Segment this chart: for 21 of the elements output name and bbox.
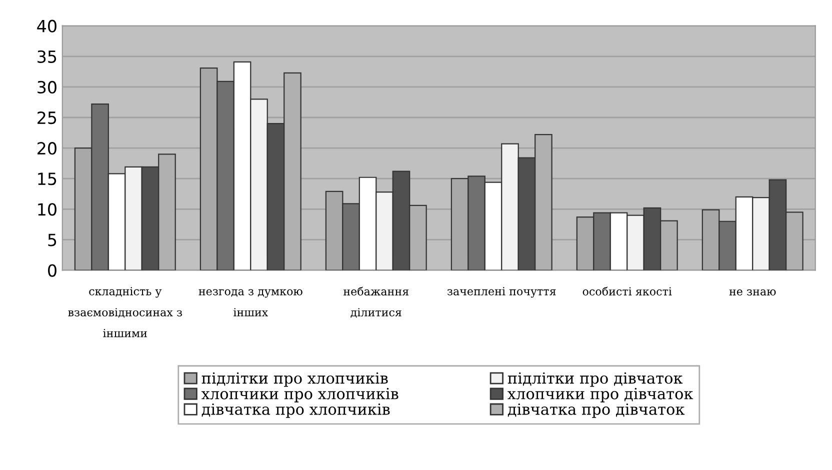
y-tick-label: 0 xyxy=(48,264,56,277)
legend-label: підлітки про хлопчиків xyxy=(202,372,388,387)
y-tick-label: 40 xyxy=(37,20,56,32)
x-tick-label: зачеплені почуття xyxy=(447,287,556,298)
y-tick-label: 25 xyxy=(38,111,56,124)
legend-label: дівчатка про дівчаток xyxy=(508,403,685,418)
x-tick-label: не знаю xyxy=(729,289,776,296)
legend-label: підлітки про дівчаток xyxy=(508,372,683,387)
x-tick-label: небажання ділитися xyxy=(344,286,409,318)
y-tick-label: 15 xyxy=(38,172,56,186)
legend-label: хлопчики про дівчаток xyxy=(508,388,694,402)
x-tick-label: особисті якості xyxy=(582,286,672,296)
legend-label: хлопчики про хлопчиків xyxy=(201,388,398,402)
y-tick-label: 20 xyxy=(38,142,56,155)
y-tick-label: 5 xyxy=(48,234,56,246)
legend-label: дівчатка про хлопчиків xyxy=(202,403,390,418)
y-tick-label: 35 xyxy=(38,50,56,63)
x-tick-label: складність у взаємовідносинах з іншими xyxy=(68,287,182,338)
y-tick-label: 30 xyxy=(38,80,56,94)
x-tick-label: незгода з думкою інших xyxy=(198,289,302,316)
y-tick-label: 10 xyxy=(38,203,56,216)
